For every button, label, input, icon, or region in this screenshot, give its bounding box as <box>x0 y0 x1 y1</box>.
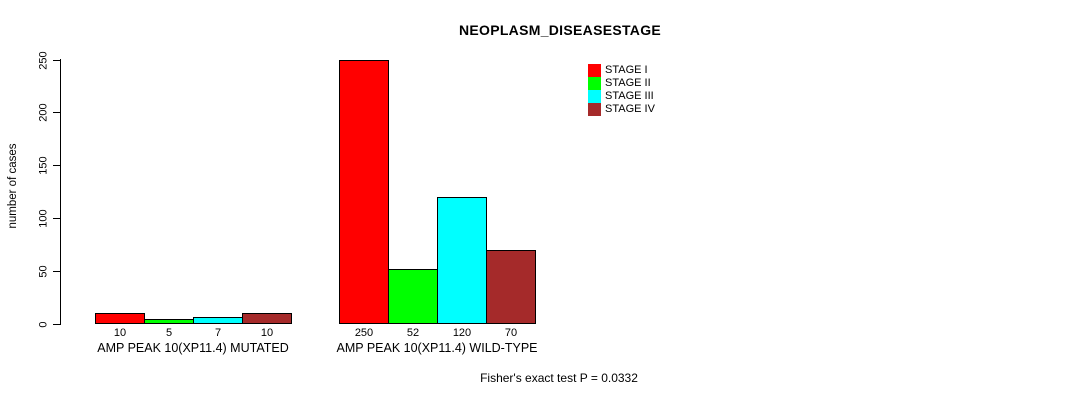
bar-stage-i <box>95 313 145 324</box>
bar-stage-ii <box>144 319 194 324</box>
group-label: AMP PEAK 10(XP11.4) WILD-TYPE <box>336 341 538 355</box>
y-tick-mark <box>53 165 61 167</box>
y-tick-label: 200 <box>37 103 50 122</box>
group-label: AMP PEAK 10(XP11.4) MUTATED <box>97 341 289 355</box>
legend-item: STAGE IV <box>588 103 748 116</box>
y-tick-mark <box>53 217 61 219</box>
legend-label: STAGE I <box>605 64 648 76</box>
bar-stage-iv <box>242 313 292 324</box>
legend-item: STAGE I <box>588 64 748 77</box>
bar-stage-iii <box>437 197 487 324</box>
bar-value-label: 70 <box>504 327 518 339</box>
bar-stage-iii <box>193 317 243 324</box>
y-tick-mark <box>53 59 61 61</box>
legend-label: STAGE IV <box>605 103 655 115</box>
y-axis-line <box>60 59 61 324</box>
y-tick-mark <box>53 270 61 272</box>
y-tick-label: 150 <box>37 156 50 175</box>
bar-value-label: 52 <box>406 327 420 339</box>
legend-swatch-icon <box>588 64 601 77</box>
chart-title: NEOPLASM_DISEASESTAGE <box>458 22 662 38</box>
y-tick-mark <box>53 323 61 325</box>
bar-value-label: 10 <box>113 327 127 339</box>
y-tick-label: 50 <box>37 265 50 278</box>
bar-value-label: 10 <box>260 327 274 339</box>
legend-swatch-icon <box>588 90 601 103</box>
bar-value-label: 120 <box>452 327 472 339</box>
bar-stage-i <box>339 60 389 324</box>
bar-value-label: 250 <box>354 327 374 339</box>
bar-value-label: 5 <box>165 327 173 339</box>
statistical-test-note: Fisher's exact test P = 0.0332 <box>480 371 638 385</box>
legend-swatch-icon <box>588 103 601 116</box>
y-tick-label: 0 <box>37 320 50 328</box>
y-tick-mark <box>53 112 61 114</box>
legend-item: STAGE II <box>588 77 748 90</box>
y-tick-label: 250 <box>37 50 50 70</box>
bar-stage-ii <box>388 269 438 324</box>
y-axis-title: number of cases <box>7 143 19 229</box>
bar-value-label: 7 <box>214 327 222 339</box>
legend-swatch-icon <box>588 77 601 90</box>
legend-label: STAGE III <box>605 90 654 102</box>
legend-label: STAGE II <box>605 77 651 89</box>
legend-item: STAGE III <box>588 90 748 103</box>
y-tick-label: 100 <box>37 209 50 228</box>
bar-stage-iv <box>486 250 536 324</box>
